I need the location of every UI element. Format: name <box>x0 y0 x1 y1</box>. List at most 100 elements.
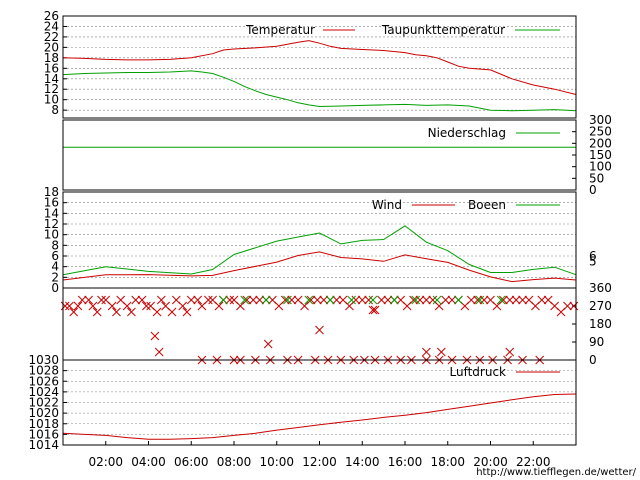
wind-direction-point <box>364 295 374 305</box>
wind-direction-point <box>261 295 271 305</box>
wind-direction-point <box>518 295 527 305</box>
wind-ytick-label: 4 <box>51 260 59 274</box>
wind-direction-point <box>436 347 446 357</box>
wind-direction-point <box>496 295 506 305</box>
wind-direction-point <box>240 295 250 305</box>
wind-direction-point <box>304 295 314 305</box>
temperature-series-taupunkttemperatur <box>62 70 577 112</box>
wind-direction-point <box>107 301 117 311</box>
wind-direction-point <box>60 301 70 311</box>
wind-series-wind <box>62 251 577 283</box>
wind-direction-point <box>182 307 192 317</box>
wind-direction-point <box>88 301 98 311</box>
precipitation-ytick-label: 200 <box>589 136 612 150</box>
wind-direction-point <box>178 301 188 311</box>
pressure-ytick-label: 1018 <box>28 417 59 431</box>
watermark: http://www.tiefflegen.de/wetter/ <box>476 467 636 478</box>
wind-legend-label: Boeen <box>468 198 506 212</box>
wind-direction-point <box>415 295 425 305</box>
x-tick-label: 22:00 <box>516 455 551 469</box>
temperature-ytick-label: 22 <box>44 30 59 44</box>
wind-direction-point <box>411 295 421 305</box>
temperature-ytick-label: 10 <box>44 93 59 107</box>
pressure-ytick-label: 1026 <box>28 374 59 388</box>
x-tick-label: 04:00 <box>131 455 166 469</box>
wind-direction-point <box>193 295 203 305</box>
wind-direction-point <box>150 331 160 341</box>
pressure-ytick-label: 1016 <box>28 427 59 441</box>
wind-direction-point <box>156 295 166 305</box>
wind-ytick-label: 12 <box>44 217 59 231</box>
x-tick-label: 20:00 <box>473 455 508 469</box>
wind-direction-point <box>368 305 378 315</box>
wind-direction-point <box>248 295 258 305</box>
wind-direction-point <box>475 295 485 305</box>
wind-direction-point <box>242 295 252 305</box>
wind-direction-point <box>280 295 290 305</box>
precipitation-ytick-label: 150 <box>589 148 612 162</box>
precipitation-ytick-label: 300 <box>589 113 612 127</box>
wind-direction-point <box>154 347 164 357</box>
wind-direction-point <box>432 295 442 305</box>
x-tick-label: 06:00 <box>174 455 209 469</box>
wind-direction-point <box>112 307 121 317</box>
wind-direction-point <box>92 307 102 317</box>
wind-direction-point <box>142 301 151 311</box>
precipitation-ytick-label: 100 <box>589 160 612 174</box>
precipitation-ytick-label: 50 <box>589 171 604 185</box>
pressure-ytick-label: 1030 <box>28 353 59 367</box>
wind-direction-point <box>325 295 335 305</box>
wind-direction-point <box>332 295 341 305</box>
wind-direction-ytick-label: 0 <box>589 353 597 367</box>
precipitation-frame <box>62 119 577 191</box>
temperature-ytick-label: 18 <box>44 51 59 65</box>
wind-direction-point <box>447 295 457 305</box>
wind-direction-point <box>167 307 177 317</box>
precipitation-ytick-label: 250 <box>589 125 612 139</box>
wind-ytick-label: 2 <box>51 270 59 284</box>
wind-direction-point <box>186 295 196 305</box>
pressure-series-luftdruck <box>62 393 577 440</box>
wind-direction-point <box>287 295 297 305</box>
pressure-ytick-label: 1014 <box>28 438 59 452</box>
wind-direction-point <box>505 347 515 357</box>
wind-series-boeen <box>62 225 577 276</box>
wind-direction-point <box>370 305 380 315</box>
wind-direction-point <box>441 295 450 305</box>
wind-direction-ytick-label: 90 <box>589 335 604 349</box>
wind-ytick-label: 6 <box>51 249 59 263</box>
wind-direction-point <box>389 295 399 305</box>
wind-legend-label: Wind <box>372 198 402 212</box>
wind-direction-point <box>69 307 79 317</box>
wind-direction-point <box>214 301 224 311</box>
temperature-legend-label: Temperatur <box>245 23 315 37</box>
pressure-ytick-label: 1024 <box>28 385 59 399</box>
wind-direction-point <box>218 295 228 305</box>
wind-direction-point <box>569 301 579 311</box>
wind-direction-point <box>225 295 235 305</box>
temperature-ytick-label: 24 <box>44 19 59 33</box>
wind-direction-point <box>563 301 572 311</box>
x-tick-label: 16:00 <box>388 455 423 469</box>
temperature-series-temperatur <box>62 40 577 95</box>
wind-direction-point <box>131 295 141 305</box>
wind-direction-point <box>319 295 329 305</box>
wind-direction-point <box>77 295 87 305</box>
wind-direction-point <box>357 295 367 305</box>
wind-direction-point <box>137 295 147 305</box>
wind-direction-point <box>122 301 132 311</box>
wind-ytick-label: 0 <box>51 281 59 295</box>
pressure-ytick-label: 1028 <box>28 364 59 378</box>
precipitation-ytick-label: 0 <box>589 183 597 197</box>
wind-ytick-label: 14 <box>44 206 59 220</box>
wind-direction-point <box>306 295 316 305</box>
temperature-ytick-label: 26 <box>44 9 59 23</box>
wind-direction-point <box>498 295 508 305</box>
wind-direction-point <box>73 301 83 311</box>
x-tick-label: 10:00 <box>259 455 294 469</box>
wind-direction-point <box>511 295 521 305</box>
wind-direction-point <box>479 295 489 305</box>
